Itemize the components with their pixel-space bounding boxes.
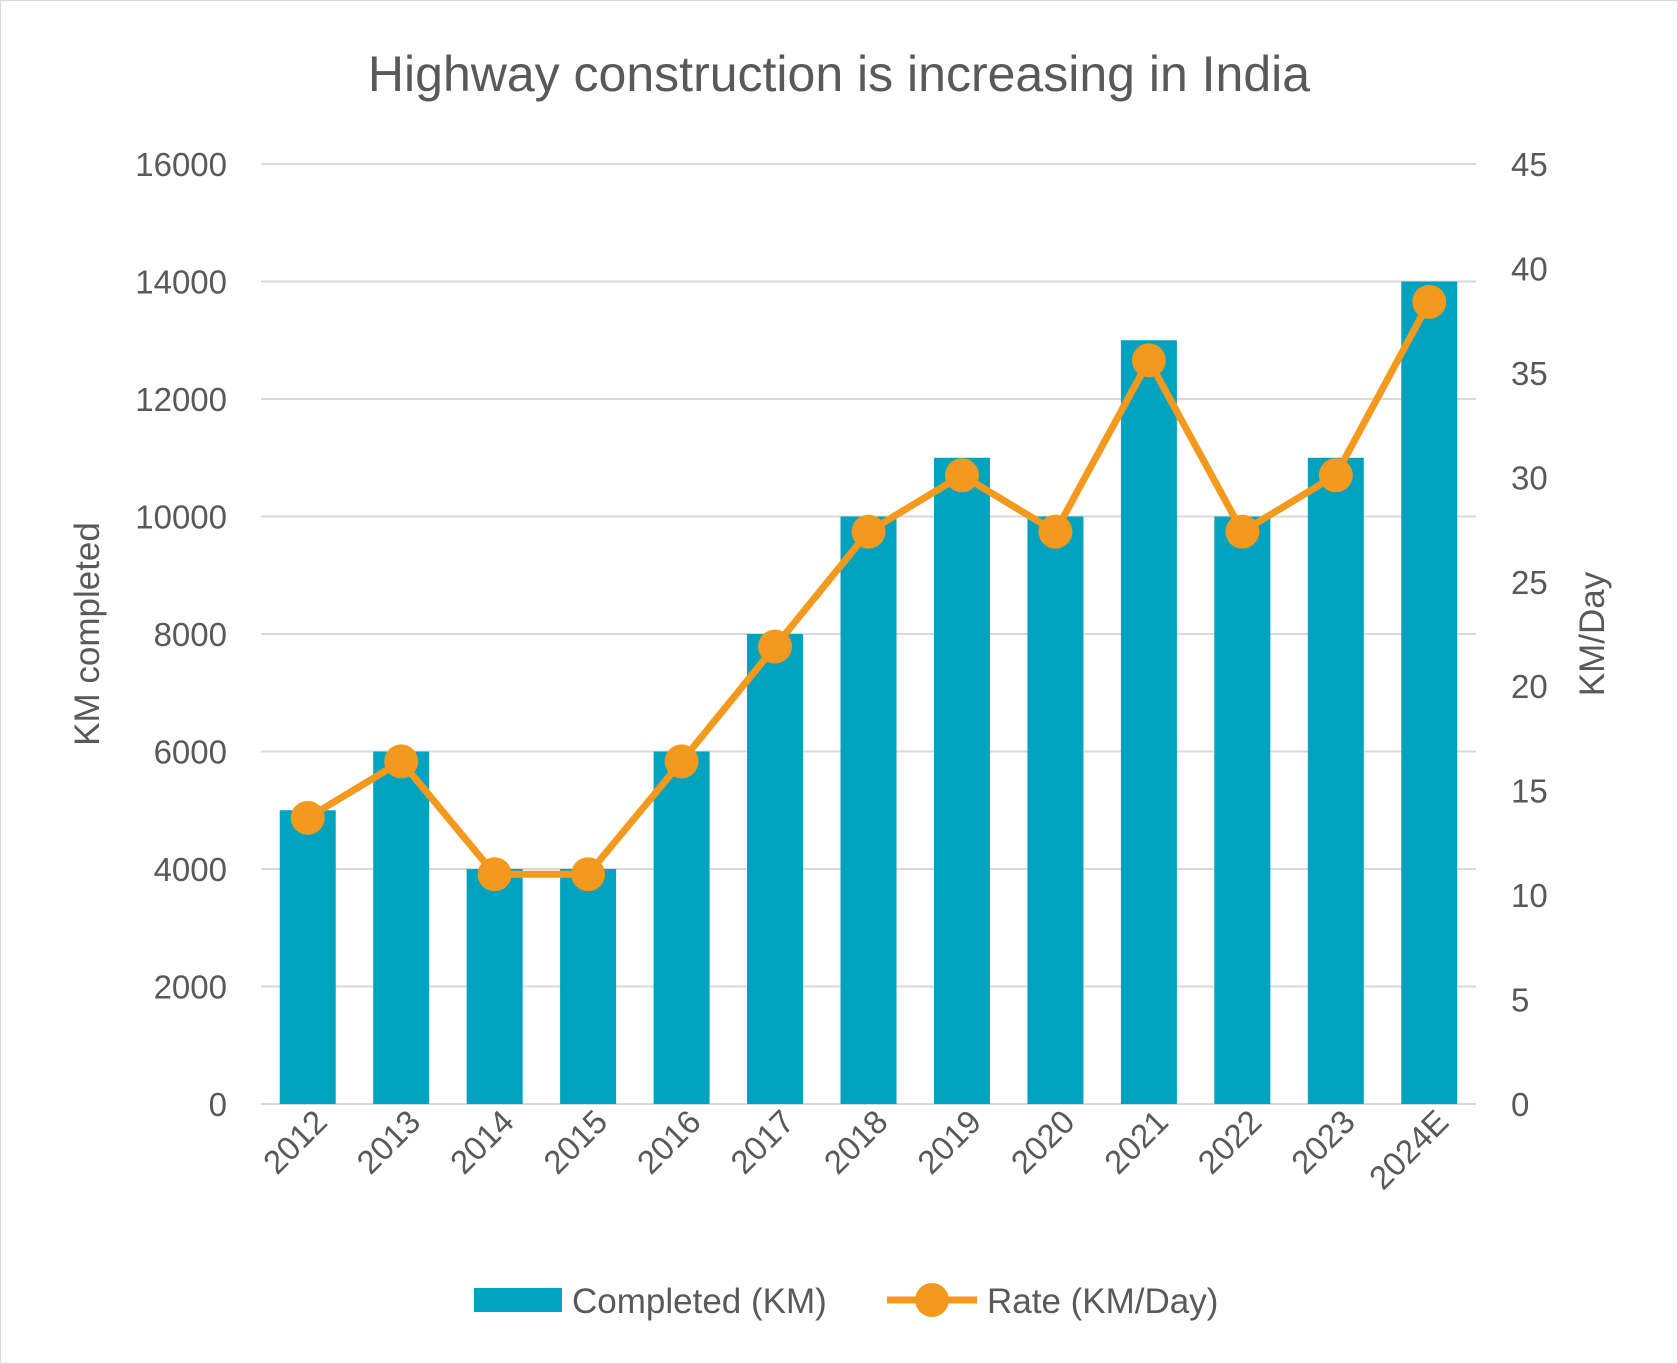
bar bbox=[1307, 457, 1364, 1104]
y2-tick-label: 0 bbox=[1511, 1086, 1529, 1123]
x-tick-label: 2023 bbox=[1284, 1103, 1362, 1181]
x-tick-label: 2013 bbox=[349, 1103, 427, 1181]
right-axis-ticks: 0 5 10 15 20 25 30 35 40 45 bbox=[1511, 146, 1548, 1123]
left-axis-ticks: 0 2000 4000 6000 8000 10000 12000 14000 16000 bbox=[135, 146, 227, 1123]
legend-line-marker bbox=[915, 1283, 949, 1317]
bar bbox=[466, 869, 523, 1104]
y2-tick-label: 10 bbox=[1511, 877, 1548, 914]
y2-tick-label: 40 bbox=[1511, 250, 1548, 287]
y-tick-label: 10000 bbox=[135, 499, 227, 536]
line-marker bbox=[290, 800, 325, 835]
y2-tick-label: 45 bbox=[1511, 146, 1548, 183]
y-tick-label: 12000 bbox=[135, 381, 227, 418]
line-marker bbox=[384, 744, 419, 779]
line-marker bbox=[1225, 514, 1260, 549]
bar bbox=[1027, 516, 1084, 1104]
y2-tick-label: 35 bbox=[1511, 355, 1548, 392]
legend: Completed (KM) Rate (KM/Day) bbox=[474, 1282, 1218, 1321]
y-tick-label: 0 bbox=[209, 1086, 227, 1123]
line-marker bbox=[758, 629, 793, 664]
x-tick-label: 2016 bbox=[630, 1103, 708, 1181]
legend-label-completed: Completed (KM) bbox=[572, 1282, 827, 1321]
bar bbox=[279, 810, 336, 1104]
bar bbox=[1401, 281, 1458, 1104]
bar bbox=[373, 751, 430, 1104]
bar bbox=[747, 634, 804, 1104]
y2-tick-label: 5 bbox=[1511, 982, 1529, 1019]
x-tick-label: 2014 bbox=[443, 1103, 521, 1181]
legend-bar-swatch bbox=[474, 1288, 562, 1312]
line-marker bbox=[1131, 343, 1166, 378]
y2-tick-label: 30 bbox=[1511, 459, 1548, 496]
line-marker bbox=[1412, 284, 1447, 319]
bar bbox=[840, 516, 897, 1104]
line-marker bbox=[477, 857, 512, 892]
x-tick-label: 2024E bbox=[1362, 1103, 1456, 1197]
bar bbox=[1214, 516, 1271, 1104]
bar bbox=[653, 751, 710, 1104]
x-tick-label: 2019 bbox=[910, 1103, 988, 1181]
left-axis-title: KM completed bbox=[68, 522, 107, 746]
bar-series bbox=[279, 281, 1458, 1104]
line-marker bbox=[851, 514, 886, 549]
x-axis-ticks: 2012 2013 2014 2015 2016 2017 2018 2019 2020 2021… bbox=[256, 1103, 1456, 1197]
bar bbox=[560, 869, 617, 1104]
y2-tick-label: 15 bbox=[1511, 773, 1548, 810]
right-axis-title: KM/Day bbox=[1573, 571, 1612, 696]
x-tick-label: 2012 bbox=[256, 1103, 334, 1181]
y-tick-label: 14000 bbox=[135, 264, 227, 301]
line-marker bbox=[1318, 458, 1353, 493]
bar bbox=[1120, 340, 1177, 1104]
y2-tick-label: 25 bbox=[1511, 564, 1548, 601]
line-marker bbox=[664, 744, 699, 779]
x-tick-label: 2017 bbox=[723, 1103, 801, 1181]
line-marker bbox=[571, 857, 606, 892]
line-series bbox=[290, 284, 1447, 892]
y-tick-label: 4000 bbox=[154, 851, 227, 888]
y-tick-label: 2000 bbox=[154, 969, 227, 1006]
x-tick-label: 2015 bbox=[536, 1103, 614, 1181]
chart-title: Highway construction is increasing in In… bbox=[368, 46, 1310, 102]
legend-label-rate: Rate (KM/Day) bbox=[987, 1282, 1218, 1321]
y-tick-label: 6000 bbox=[154, 734, 227, 771]
x-tick-label: 2021 bbox=[1097, 1103, 1175, 1181]
y-tick-label: 8000 bbox=[154, 616, 227, 653]
bar bbox=[933, 457, 990, 1104]
y2-tick-label: 20 bbox=[1511, 668, 1548, 705]
line-marker bbox=[944, 458, 979, 493]
y-tick-label: 16000 bbox=[135, 146, 227, 183]
x-tick-label: 2018 bbox=[817, 1103, 895, 1181]
x-tick-label: 2020 bbox=[1004, 1103, 1082, 1181]
line-marker bbox=[1038, 514, 1073, 549]
x-tick-label: 2022 bbox=[1190, 1103, 1268, 1181]
